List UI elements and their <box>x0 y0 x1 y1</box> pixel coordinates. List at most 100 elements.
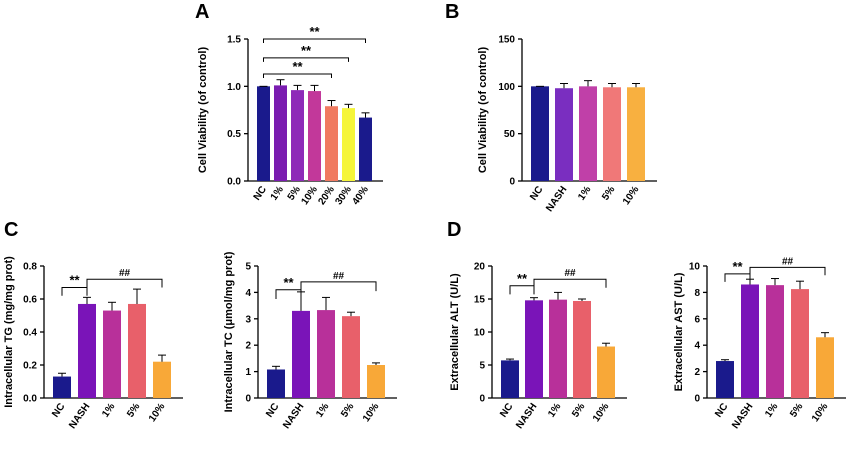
bar-c1 <box>128 303 146 398</box>
bar-d1 <box>549 299 567 398</box>
significance-mark-d2: ** <box>732 259 743 274</box>
bar-d1 <box>597 346 615 398</box>
y-tick-label-c1: 0.0 <box>23 394 37 405</box>
bar-c1 <box>78 303 96 398</box>
bar-a <box>342 108 355 181</box>
y-axis-title-c2: Intracellular TC (μmol/mg prot) <box>223 251 235 412</box>
y-tick-label-d1: 10 <box>474 328 486 339</box>
category-label-b: NC <box>528 184 545 202</box>
bar-d1 <box>573 300 591 398</box>
category-label-b: 10% <box>621 184 642 207</box>
y-tick-label-d2: 10 <box>689 262 701 273</box>
bar-b <box>603 87 621 181</box>
bar-a <box>359 117 372 181</box>
y-tick-label-c2: 3 <box>245 314 251 325</box>
bar-a <box>274 85 287 181</box>
bar-d2 <box>766 285 784 398</box>
y-tick-label-a: 1.0 <box>227 82 241 93</box>
bar-c2 <box>342 316 360 398</box>
bar-b <box>531 86 549 181</box>
y-tick-label-d1: 15 <box>474 295 486 306</box>
y-axis-title-c1: Intracellular TG (mg/mg prot) <box>3 256 15 408</box>
category-label-d1: 5% <box>570 401 587 419</box>
category-label-c2: 1% <box>314 401 331 419</box>
category-label-d2: 10% <box>810 401 831 424</box>
panel-label-c: C <box>4 219 18 241</box>
y-tick-label-c1: 0.6 <box>23 295 37 306</box>
category-label-c2: 10% <box>361 401 382 424</box>
chart-d2: 0 2 4 6 8 10 Extracellular AST (U/L) NC NASH 1% 5%… <box>673 256 846 431</box>
y-tick-label-d2: 8 <box>694 288 700 299</box>
significance-mark-c2: ## <box>333 271 345 282</box>
bar-b <box>579 86 597 181</box>
category-label-c1: 10% <box>147 401 168 424</box>
y-tick-label-d1: 0 <box>479 394 485 405</box>
bar-c2 <box>267 369 285 398</box>
y-tick-label-a: 0.5 <box>227 129 241 140</box>
category-label-c2: NASH <box>281 401 306 431</box>
category-label-d1: 1% <box>546 401 563 419</box>
bar-d1 <box>501 360 519 398</box>
category-label-d2: NASH <box>730 401 755 431</box>
y-tick-label-c1: 0.4 <box>23 328 37 339</box>
category-label-c1: 1% <box>100 401 117 419</box>
category-label-d2: 5% <box>788 401 805 419</box>
y-tick-label-c2: 5 <box>245 262 251 273</box>
bar-c1 <box>153 361 171 398</box>
category-label-a: 10% <box>299 184 320 207</box>
bar-b <box>555 88 573 181</box>
y-tick-label-d2: 0 <box>694 394 700 405</box>
y-axis-title-d2: Extracellular AST (U/L) <box>673 272 685 391</box>
category-label-d2: NC <box>713 401 730 419</box>
bar-c2 <box>317 310 335 398</box>
bar-d2 <box>816 337 834 398</box>
bar-c1 <box>103 310 121 398</box>
category-label-b: 5% <box>600 184 617 202</box>
category-label-c1: NC <box>50 401 67 419</box>
y-tick-label-c2: 0 <box>245 394 251 405</box>
panel-label-a: A <box>195 1 209 23</box>
category-label-a: 30% <box>333 184 354 207</box>
bar-d2 <box>716 361 734 398</box>
significance-mark-c2: ** <box>283 275 294 290</box>
y-tick-label-d2: 4 <box>694 341 700 352</box>
category-label-c1: 5% <box>125 401 142 419</box>
y-tick-label-b: 0 <box>509 177 515 188</box>
charts-group: 0.0 0.5 1.0 1.5 Cell Viability (of control) N… <box>3 24 846 431</box>
category-label-b: NASH <box>544 184 569 214</box>
bar-d2 <box>791 289 809 398</box>
significance-mark-a: ** <box>301 43 312 58</box>
y-tick-label-d1: 5 <box>479 361 485 372</box>
significance-bracket-c1 <box>61 286 88 296</box>
y-tick-label-c1: 0.2 <box>23 361 37 372</box>
y-tick-label-c1: 0.8 <box>23 262 37 273</box>
significance-mark-a: ** <box>309 24 320 39</box>
bar-a <box>257 86 270 181</box>
category-label-b: 1% <box>576 184 593 202</box>
category-label-c2: NC <box>264 401 281 419</box>
y-tick-label-a: 0.0 <box>227 177 241 188</box>
y-axis-title-a: Cell Viability (of control) <box>197 47 209 174</box>
significance-mark-a: ** <box>292 59 303 74</box>
significance-mark-c1: ** <box>69 272 80 287</box>
y-tick-label-b: 50 <box>504 129 516 140</box>
y-tick-label-d2: 2 <box>694 367 700 378</box>
panel-label-d: D <box>447 219 461 241</box>
y-axis-title-b: Cell Viability (of control) <box>477 47 489 174</box>
significance-mark-d1: ** <box>517 271 528 286</box>
significance-bracket-a <box>263 73 332 79</box>
category-label-a: NC <box>252 184 269 202</box>
bar-a <box>325 106 338 181</box>
category-label-a: 1% <box>269 184 286 202</box>
y-tick-label-d2: 6 <box>694 314 700 325</box>
significance-bracket-d1 <box>533 278 607 288</box>
chart-b: 0 50 100 150 Cell Viability (of control) NCNA… <box>477 35 657 214</box>
category-label-c2: 5% <box>339 401 356 419</box>
bar-d1 <box>525 300 543 398</box>
y-tick-label-b: 100 <box>498 82 515 93</box>
y-axis-title-d1: Extracellular ALT (U/L) <box>449 273 461 391</box>
significance-bracket-a <box>263 38 366 43</box>
bar-a <box>291 90 304 181</box>
y-tick-label-b: 150 <box>498 35 515 46</box>
